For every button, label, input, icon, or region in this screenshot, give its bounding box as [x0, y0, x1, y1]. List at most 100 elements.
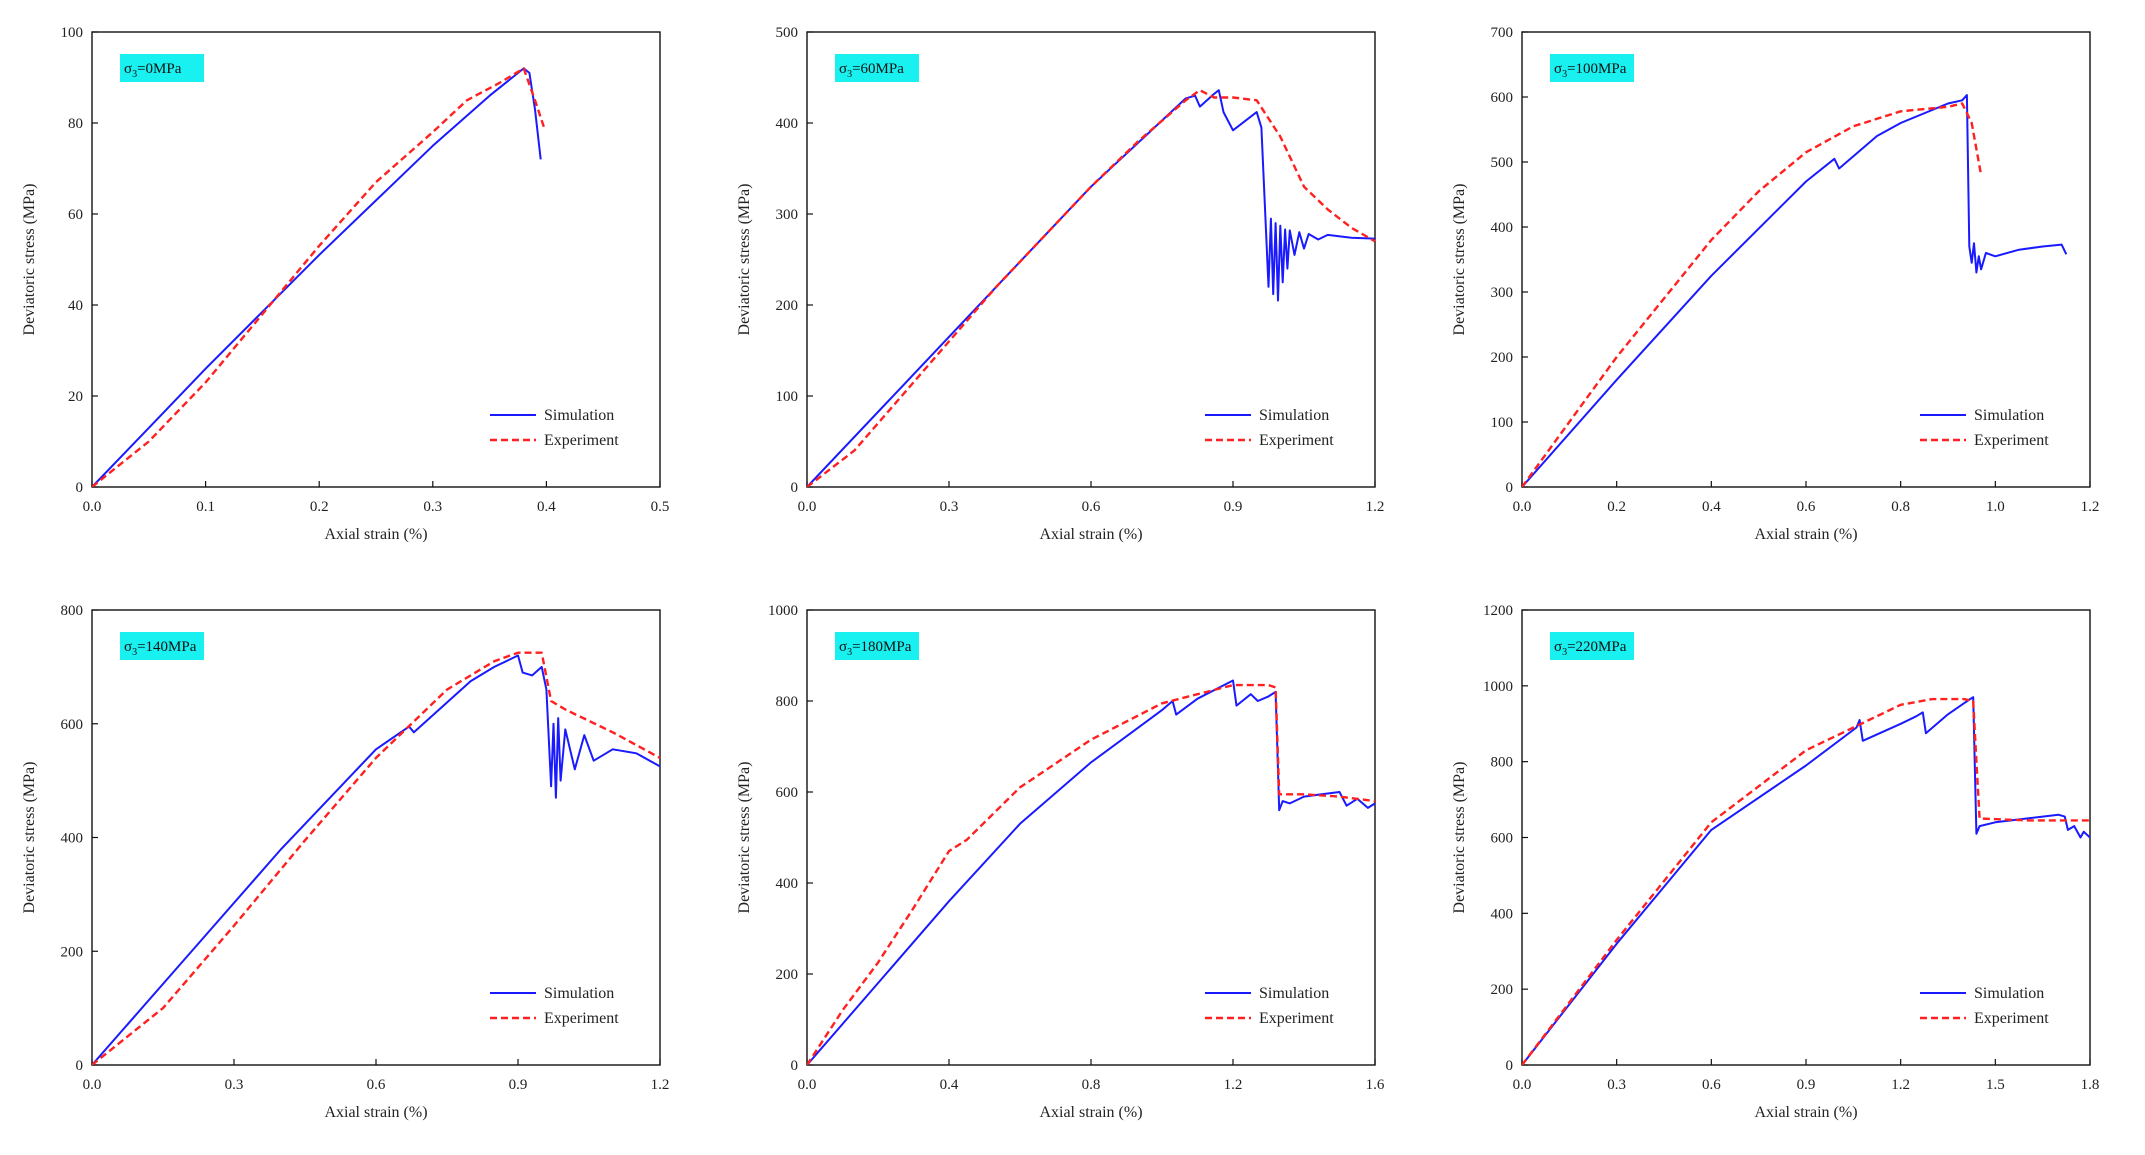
x-axis-label: Axial strain (%): [324, 526, 427, 543]
condition-label-box: [120, 632, 204, 660]
y-axis-label: Deviatoric stress (MPa): [736, 762, 753, 914]
x-tick-label: 0.6: [1797, 499, 1816, 515]
y-tick-label: 200: [1491, 350, 1514, 366]
chart-svg: 0.0 0.3 0.6 0.9 1.2 0 100 200 300 400 500 Axial str…: [736, 25, 1385, 543]
legend-experiment-label: Experiment: [1974, 432, 2049, 449]
simulation-series-line: [1522, 94, 2068, 487]
condition-label-text: σ3=140MPa: [124, 639, 197, 658]
legend-experiment-label: Experiment: [1259, 1010, 1334, 1027]
simulation-series-line: [92, 67, 542, 487]
y-tick-label: 400: [776, 876, 799, 892]
x-tick-label: 1.2: [1366, 499, 1385, 515]
x-tick-label: 0.6: [1082, 499, 1101, 515]
y-axis-label: Deviatoric stress (MPa): [21, 762, 38, 914]
y-tick-label: 700: [1491, 25, 1514, 41]
condition-label-box: [835, 632, 919, 660]
y-tick-label: 600: [1491, 90, 1514, 106]
y-tick-label: 0: [1506, 480, 1514, 496]
chart-panel: 0.0 0.1 0.2 0.3 0.4 0.5 0 20 40 60 80 100 Axial stra…: [0, 0, 715, 577]
chart-panel: 0.0 0.3 0.6 0.9 1.2 0 100 200 300 400 500 Axial str…: [715, 0, 1430, 577]
y-tick-label: 200: [776, 298, 799, 314]
y-tick-label: 600: [61, 717, 84, 733]
experiment-series-line: [807, 683, 1376, 1065]
y-tick-label: 400: [61, 831, 84, 847]
x-tick-label: 0.0: [1513, 499, 1532, 515]
chart-svg: 0.0 0.4 0.8 1.2 1.6 0 200 400 600 800 1000 Axial st…: [736, 603, 1385, 1121]
simulation-series-line: [807, 679, 1376, 1065]
y-axis-label: Deviatoric stress (MPa): [21, 184, 38, 336]
plot-frame: [91, 31, 661, 488]
x-tick-label: 0.2: [310, 499, 329, 515]
x-tick-label: 0.8: [1082, 1077, 1101, 1093]
condition-label-text: σ3=100MPa: [1554, 61, 1627, 80]
y-axis-label: Deviatoric stress (MPa): [1451, 762, 1468, 914]
condition-label-box: [835, 54, 919, 82]
y-tick-label: 400: [776, 116, 799, 132]
y-axis-label: Deviatoric stress (MPa): [736, 184, 753, 336]
x-tick-label: 0.6: [1702, 1077, 1721, 1093]
x-tick-label: 0.0: [83, 499, 102, 515]
condition-label: σ3=100MPa: [1550, 54, 1634, 82]
x-tick-label: 1.6: [1366, 1077, 1385, 1093]
x-tick-label: 0.4: [940, 1077, 959, 1093]
chart-panel: 0.0 0.2 0.4 0.6 0.8 1.0 1.2 0 100 200 300 400 500 600…: [1430, 0, 2145, 577]
y-tick-label: 800: [776, 694, 799, 710]
y-tick-label: 400: [1491, 906, 1514, 922]
condition-label-text: σ3=180MPa: [839, 639, 912, 658]
x-tick-label: 1.8: [2081, 1077, 2100, 1093]
x-tick-label: 0.6: [367, 1077, 386, 1093]
y-tick-label: 100: [776, 389, 799, 405]
legend-simulation-label: Simulation: [1974, 407, 2044, 424]
x-tick-label: 0.4: [537, 499, 556, 515]
experiment-series-line: [92, 67, 546, 487]
y-tick-label: 300: [776, 207, 799, 223]
chart-svg: 0.0 0.3 0.6 0.9 1.2 1.5 1.8 0 200 400 600 800 1000 12…: [1451, 603, 2100, 1121]
x-tick-label: 1.0: [1986, 499, 2005, 515]
y-tick-label: 20: [68, 389, 83, 405]
y-tick-label: 1000: [1483, 679, 1513, 695]
x-tick-label: 0.1: [196, 499, 215, 515]
x-tick-label: 0.2: [1607, 499, 1626, 515]
chart-panel: 0.0 0.4 0.8 1.2 1.6 0 200 400 600 800 1000 Axial st…: [715, 578, 1430, 1155]
condition-label: σ3=60MPa: [835, 54, 919, 82]
legend-simulation-label: Simulation: [544, 985, 614, 1002]
experiment-series-line: [1522, 102, 1983, 487]
legend-experiment-label: Experiment: [1259, 432, 1334, 449]
x-tick-label: 1.2: [1891, 1077, 1910, 1093]
condition-label: σ3=0MPa: [120, 54, 204, 82]
experiment-series-line: [92, 651, 661, 1065]
y-tick-label: 300: [1491, 285, 1514, 301]
legend-experiment-label: Experiment: [1974, 1010, 2049, 1027]
x-tick-label: 1.2: [651, 1077, 670, 1093]
x-tick-label: 0.8: [1891, 499, 1910, 515]
x-tick-label: 0.0: [83, 1077, 102, 1093]
x-tick-label: 1.2: [2081, 499, 2100, 515]
chart-svg: 0.0 0.2 0.4 0.6 0.8 1.0 1.2 0 100 200 300 400 500 600…: [1451, 25, 2100, 543]
x-tick-label: 0.9: [1797, 1077, 1816, 1093]
y-tick-label: 100: [61, 25, 84, 41]
experiment-series-line: [1522, 697, 2090, 1065]
y-tick-label: 0: [1506, 1058, 1514, 1074]
y-tick-label: 60: [68, 207, 83, 223]
y-tick-label: 200: [61, 944, 84, 960]
y-tick-label: 1000: [768, 603, 798, 619]
y-tick-label: 200: [1491, 982, 1514, 998]
y-tick-label: 800: [61, 603, 84, 619]
x-tick-label: 1.2: [1224, 1077, 1243, 1093]
y-tick-label: 0: [791, 1058, 799, 1074]
legend-simulation-label: Simulation: [1974, 985, 2044, 1002]
x-tick-label: 0.3: [1607, 1077, 1626, 1093]
legend-simulation-label: Simulation: [1259, 407, 1329, 424]
chart-panel: 0.0 0.3 0.6 0.9 1.2 0 200 400 600 800 Axial strain…: [0, 578, 715, 1155]
y-tick-label: 500: [1491, 155, 1514, 171]
x-axis-label: Axial strain (%): [1754, 1104, 1857, 1121]
y-tick-label: 600: [776, 785, 799, 801]
x-axis-label: Axial strain (%): [324, 1104, 427, 1121]
condition-label-text: σ3=0MPa: [124, 61, 182, 80]
simulation-series-line: [1522, 696, 2091, 1065]
condition-label: σ3=140MPa: [120, 632, 204, 660]
x-tick-label: 0.5: [651, 499, 670, 515]
condition-label-box: [120, 54, 204, 82]
y-tick-label: 500: [776, 25, 799, 41]
